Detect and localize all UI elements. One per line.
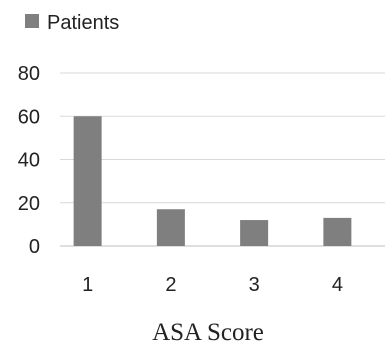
y-axis-ticks: 0 20 40 60 80 — [18, 63, 40, 258]
y-tick-label: 20 — [18, 193, 40, 215]
x-axis-title: ASA Score — [152, 319, 264, 345]
x-tick-label: 3 — [249, 274, 260, 296]
bar — [74, 116, 102, 246]
y-tick-label: 80 — [18, 63, 40, 85]
x-tick-label: 2 — [165, 274, 176, 296]
x-tick-label: 4 — [332, 274, 343, 296]
bar — [157, 209, 185, 246]
bar — [240, 220, 268, 246]
y-tick-label: 60 — [18, 106, 40, 128]
y-tick-label: 40 — [18, 150, 40, 172]
legend: Patients — [25, 12, 119, 34]
legend-label: Patients — [47, 12, 119, 34]
x-axis-ticks: 1 2 3 4 — [82, 274, 343, 296]
bars — [74, 116, 352, 246]
y-tick-label: 0 — [29, 236, 40, 258]
legend-swatch — [25, 14, 39, 28]
x-tick-label: 1 — [82, 274, 93, 296]
bar — [323, 218, 351, 246]
